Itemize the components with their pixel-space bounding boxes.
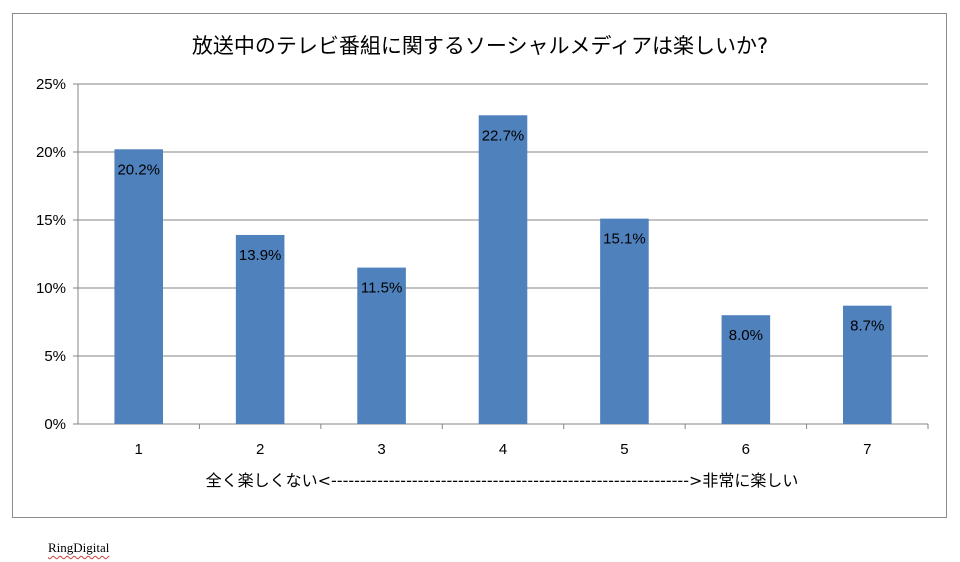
x-axis-ticks: 1 2 3 4 5 6 7	[135, 424, 929, 458]
chart-title: 放送中のテレビ番組に関するソーシャルメディアは楽しいか?	[192, 34, 768, 58]
x-tick-label: 5	[620, 441, 628, 458]
bar	[114, 149, 163, 424]
data-label: 8.7%	[850, 318, 884, 335]
data-label: 20.2%	[117, 161, 160, 178]
data-label: 13.9%	[239, 247, 282, 264]
scale-annotation: 全く楽しくない<--------------------------------…	[206, 471, 799, 490]
bar	[478, 115, 528, 424]
y-tick-label: 20%	[36, 144, 66, 161]
data-label: 22.7%	[482, 127, 525, 144]
x-tick-label: 7	[863, 441, 871, 458]
y-tick-label: 0%	[44, 416, 66, 433]
data-label: 8.0%	[729, 327, 763, 344]
bar	[235, 234, 285, 424]
bars: 20.2% 13.9% 11.5% 22.7% 15.1% 8.0% 8.7%	[114, 115, 892, 424]
x-tick-label: 4	[499, 441, 507, 458]
y-axis-ticks: 0% 5% 10% 15% 20% 25%	[36, 76, 66, 433]
y-tick-label: 15%	[36, 212, 66, 229]
x-tick-label: 3	[377, 441, 385, 458]
y-tick-label: 5%	[44, 348, 66, 365]
bar	[721, 315, 771, 424]
bar	[357, 267, 406, 424]
x-tick-label: 6	[742, 441, 750, 458]
data-label: 15.1%	[603, 231, 646, 248]
bar	[843, 305, 892, 424]
y-tick-label: 25%	[36, 76, 66, 93]
data-label: 11.5%	[361, 280, 402, 297]
x-tick-label: 1	[135, 441, 143, 458]
bar	[600, 218, 649, 424]
x-tick-label: 2	[256, 441, 264, 458]
credit-text: RingDigital	[48, 540, 110, 555]
y-tick-label: 10%	[36, 280, 66, 297]
